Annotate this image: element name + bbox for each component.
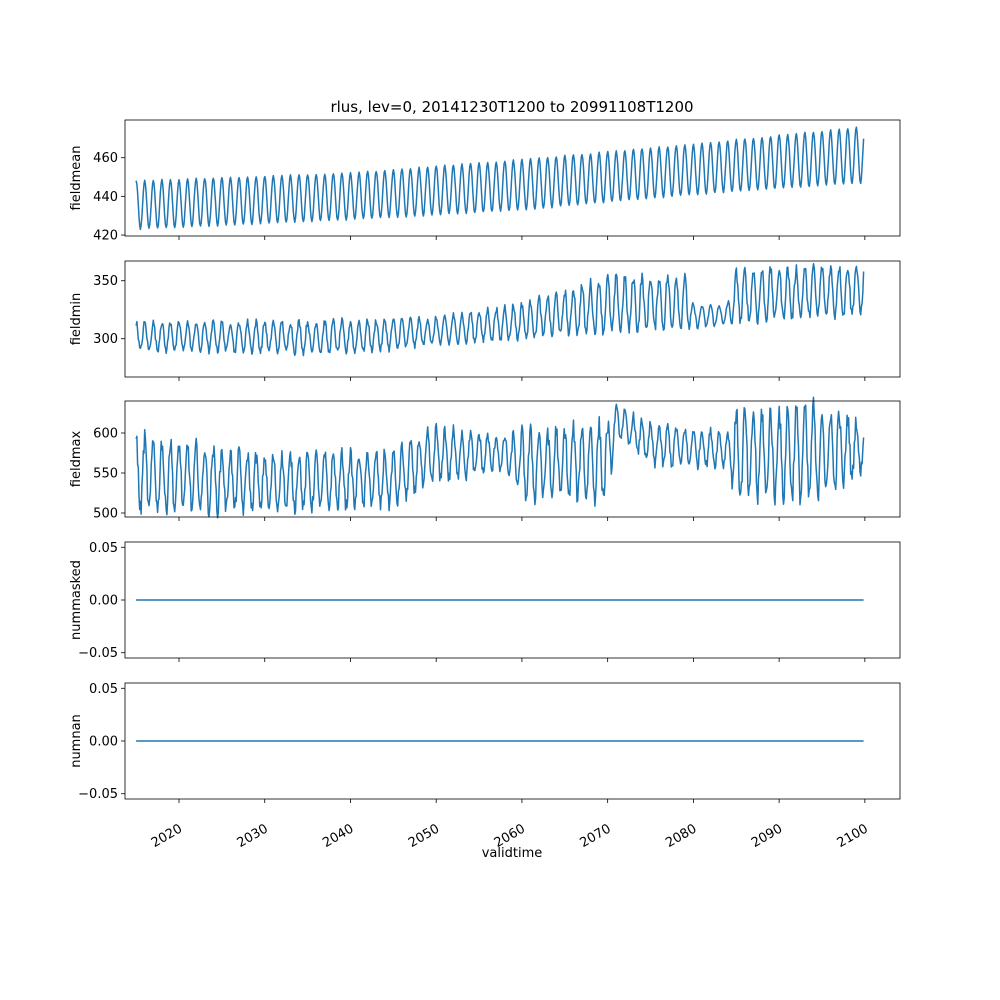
chart-title: rlus, lev=0, 20141230T1200 to 20991108T1… xyxy=(330,98,693,116)
subplots: 420 440 460 fieldmean 300 350 fieldmin 500 550 60… xyxy=(69,119,901,851)
y-tick-label: 350 xyxy=(93,274,118,289)
y-tick-label: 300 xyxy=(93,332,118,347)
y-tick-label: 550 xyxy=(93,467,118,482)
y-axis-label-fieldmean: fieldmean xyxy=(69,146,84,211)
y-axis-label-fieldmin: fieldmin xyxy=(69,293,84,346)
subplot-nummasked: −0.05 0.00 0.05 nummasked xyxy=(69,541,901,662)
y-tick-label: 0.05 xyxy=(89,541,118,556)
y-tick-label: −0.05 xyxy=(78,787,118,802)
x-axis-label: validtime xyxy=(482,846,543,861)
axes-frame xyxy=(124,400,901,518)
y-axis-label-nummasked: nummasked xyxy=(69,560,84,640)
subplot-fieldmean: 420 440 460 fieldmean xyxy=(69,119,901,244)
series-line-fieldmax xyxy=(135,396,865,519)
y-tick-label: 420 xyxy=(93,229,118,244)
series-line-fieldmin xyxy=(135,263,865,357)
y-tick-label: 440 xyxy=(93,190,118,205)
y-tick-label: 0.00 xyxy=(89,594,118,609)
y-axis-label-fieldmax: fieldmax xyxy=(69,431,84,488)
y-axis-label-numnan: numnan xyxy=(69,714,84,768)
y-tick-label: 460 xyxy=(93,151,118,166)
series-line-fieldmean xyxy=(135,126,865,231)
y-tick-label: −0.05 xyxy=(78,646,118,661)
subplot-fieldmax: 500 550 600 fieldmax xyxy=(69,396,901,522)
axes-frame xyxy=(124,260,901,378)
subplot-fieldmin: 300 350 fieldmin xyxy=(69,260,901,381)
y-tick-label: 500 xyxy=(93,507,118,522)
y-tick-label: 0.00 xyxy=(89,735,118,750)
y-tick-label: 600 xyxy=(93,427,118,442)
axes-frame xyxy=(124,119,901,237)
y-tick-label: 0.05 xyxy=(89,682,118,697)
